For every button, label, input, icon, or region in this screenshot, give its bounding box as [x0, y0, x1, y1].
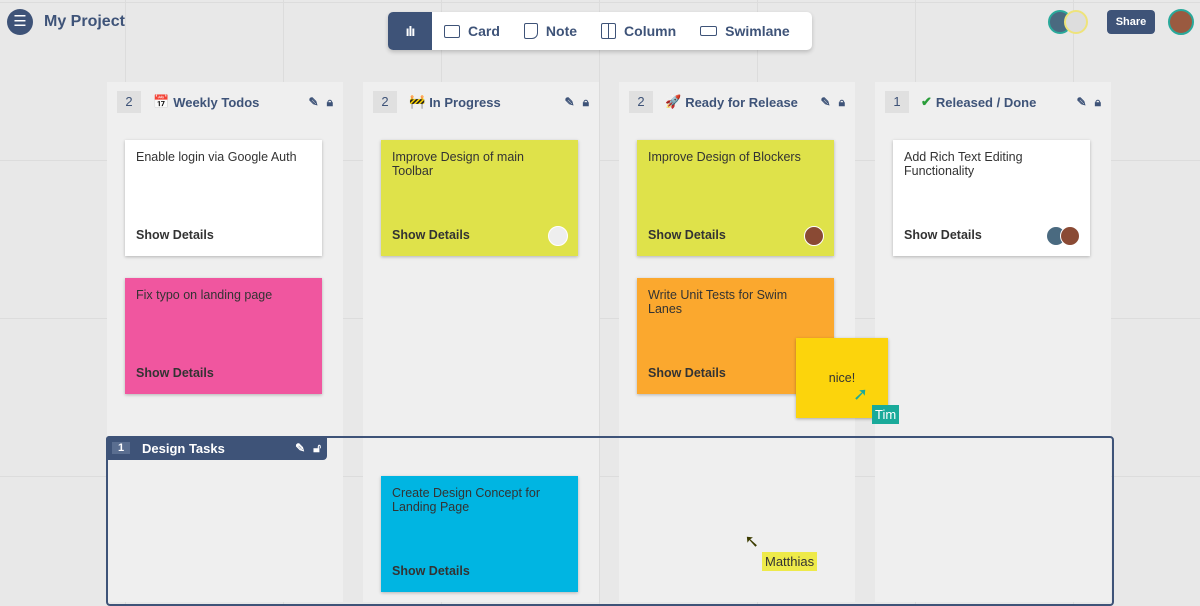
column: 1 ✔ Released / Done ✎ 🔒︎ Add Rich Text E… [875, 82, 1111, 602]
edit-icon[interactable]: ✎ [308, 95, 319, 109]
assignee-avatar[interactable] [548, 226, 568, 246]
add-card-button[interactable]: Card [432, 23, 512, 39]
card[interactable]: Improve Design of Blockers Show Details [637, 140, 834, 256]
cursor-icon: ➚ [853, 384, 869, 404]
edit-icon[interactable]: ✎ [564, 95, 575, 109]
project-title: My Project [44, 13, 125, 30]
column-emoji-icon: 📅 [153, 94, 170, 109]
show-details-link[interactable]: Show Details [904, 228, 982, 242]
card-text: Enable login via Google Auth [136, 150, 297, 164]
card-text: Create Design Concept for Landing Page [392, 486, 540, 514]
add-note-button[interactable]: Note [512, 23, 589, 39]
column-icon [601, 23, 617, 39]
column-header[interactable]: 2 🚀 Ready for Release ✎ 🔒︎ [619, 82, 855, 122]
add-column-button[interactable]: Column [589, 23, 688, 39]
card[interactable]: Add Rich Text Editing Functionality Show… [893, 140, 1090, 256]
share-button[interactable]: Share [1107, 10, 1155, 34]
lock-icon[interactable]: 🔒︎ [326, 94, 333, 109]
card-text: Fix typo on landing page [136, 288, 273, 302]
card-text: Add Rich Text Editing Functionality [904, 150, 1023, 178]
column-count: 1 [885, 91, 909, 113]
swimlane-icon [700, 26, 718, 36]
column-header[interactable]: 2 📅 Weekly Todos ✎ 🔒︎ [107, 82, 343, 122]
hamburger-icon: ☰ [13, 13, 27, 30]
column: 2 📅 Weekly Todos ✎ 🔒︎ Enable login via G… [107, 82, 343, 602]
column-title: In Progress [429, 94, 501, 110]
sticky-note[interactable]: nice! [796, 338, 888, 418]
card-icon [444, 24, 460, 38]
assignee-avatar[interactable] [804, 226, 824, 246]
add-swimlane-button[interactable]: Swimlane [688, 23, 802, 39]
swimlane-count: 1 [112, 442, 130, 454]
column-count: 2 [373, 91, 397, 113]
show-details-link[interactable]: Show Details [648, 366, 726, 380]
swimlane-header[interactable]: 1 Design Tasks ✎ 🔓︎ [106, 436, 327, 460]
avatar[interactable] [1064, 10, 1088, 34]
cursor-label-tim: Tim [872, 405, 900, 424]
card[interactable]: Improve Design of main Toolbar Show Deta… [381, 140, 578, 256]
column-emoji-icon: 🚧 [409, 94, 426, 109]
unlock-icon[interactable]: 🔓︎ [313, 440, 321, 455]
edit-icon[interactable]: ✎ [1076, 95, 1087, 109]
show-details-link[interactable]: Show Details [648, 228, 726, 242]
edit-icon[interactable]: ✎ [820, 95, 831, 109]
card[interactable]: Enable login via Google Auth Show Detail… [125, 140, 322, 256]
edit-icon[interactable]: ✎ [295, 441, 306, 455]
card-text: Improve Design of main Toolbar [392, 150, 525, 178]
column-count: 2 [117, 91, 141, 113]
column-title: Weekly Todos [173, 94, 260, 110]
bar-chart-icon: ılı [405, 23, 416, 39]
column-title: Ready for Release [685, 94, 798, 110]
show-details-link[interactable]: Show Details [392, 228, 470, 242]
stats-button[interactable]: ılı [388, 12, 432, 50]
lock-icon[interactable]: 🔒︎ [582, 94, 589, 109]
swimlane-title: Design Tasks [142, 440, 225, 456]
column-header[interactable]: 2 🚧 In Progress ✎ 🔒︎ [363, 82, 599, 122]
column: 2 🚧 In Progress ✎ 🔒︎ Improve Design of m… [363, 82, 599, 602]
swimlane [106, 436, 1114, 606]
column-count: 2 [629, 91, 653, 113]
note-icon [523, 23, 538, 39]
column-title: Released / Done [935, 94, 1037, 110]
toolbar: ılı Card Note Column Swimlane [388, 12, 812, 50]
lock-icon[interactable]: 🔒︎ [1094, 94, 1101, 109]
lock-icon[interactable]: 🔒︎ [838, 94, 845, 109]
column-emoji-icon: ✔ [921, 94, 932, 109]
assignee-avatar[interactable] [1060, 226, 1080, 246]
user-avatar[interactable] [1168, 9, 1194, 35]
menu-button[interactable]: ☰ [7, 9, 33, 35]
card[interactable]: Fix typo on landing page Show Details [125, 278, 322, 394]
column-emoji-icon: 🚀 [665, 94, 682, 109]
show-details-link[interactable]: Show Details [136, 366, 214, 380]
cursor-icon: ➚ [744, 531, 760, 551]
card-text: Write Unit Tests for Swim Lanes [648, 288, 788, 316]
show-details-link[interactable]: Show Details [392, 564, 470, 578]
cursor-label-matthias: Matthias [762, 552, 818, 571]
show-details-link[interactable]: Show Details [136, 228, 214, 242]
card-text: Improve Design of Blockers [648, 150, 801, 164]
column-header[interactable]: 1 ✔ Released / Done ✎ 🔒︎ [875, 82, 1111, 122]
card[interactable]: Create Design Concept for Landing Page S… [381, 476, 578, 592]
